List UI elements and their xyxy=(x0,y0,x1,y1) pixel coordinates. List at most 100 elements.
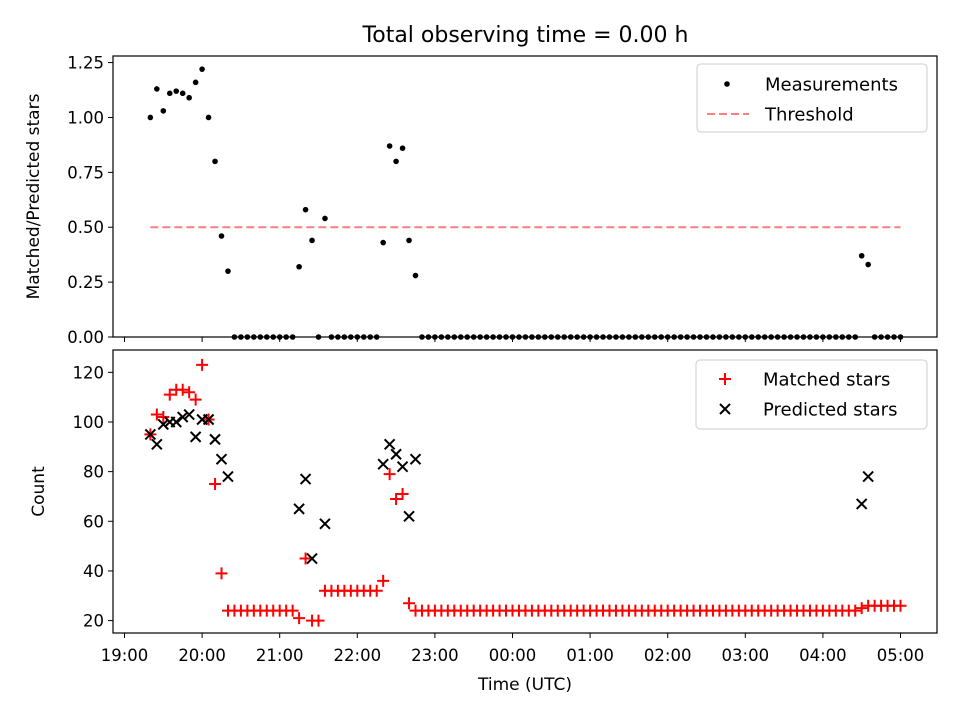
matched-star-point xyxy=(215,567,228,580)
matched-star-point xyxy=(163,388,176,401)
predicted-star-point xyxy=(377,458,389,470)
predicted-star-point xyxy=(409,453,422,465)
measurement-point xyxy=(406,237,412,244)
legend-measurement-marker xyxy=(724,81,730,87)
x-axis-label: Time (UTC) xyxy=(477,675,572,695)
bottom-y-axis-label: Count xyxy=(29,466,49,517)
predicted-star-point xyxy=(183,408,195,421)
measurement-point xyxy=(205,114,212,121)
top-y-tick-label: 0.50 xyxy=(67,218,104,237)
matched-star-point xyxy=(855,602,868,615)
top-y-axis-label: Matched/Predicted stars xyxy=(24,93,44,299)
predicted-star-point xyxy=(862,470,874,483)
measurement-point xyxy=(173,88,180,94)
predicted-star-point xyxy=(390,448,402,460)
predicted-star-point xyxy=(222,470,234,483)
predicted-star-point xyxy=(144,428,157,441)
matched-star-point xyxy=(403,597,416,610)
predicted-star-point xyxy=(202,413,215,426)
measurement-point xyxy=(154,86,160,92)
measurement-point xyxy=(322,215,328,222)
x-tick-label: 02:00 xyxy=(644,646,692,665)
predicted-star-point xyxy=(151,438,163,451)
matched-star-point xyxy=(176,383,189,396)
measurement-point xyxy=(199,66,205,72)
predicted-star-point xyxy=(403,510,415,523)
legend-measurements-label: Measurements xyxy=(765,75,898,96)
measurement-point xyxy=(412,272,419,279)
predicted-star-point xyxy=(306,552,318,565)
x-tick-label: 22:00 xyxy=(334,646,382,665)
predicted-star-point xyxy=(855,498,868,510)
measurement-point xyxy=(399,145,406,152)
top-legend: Measurements Threshold xyxy=(696,63,928,133)
measurement-point xyxy=(186,94,192,101)
legend-matched-label: Matched stars xyxy=(763,370,890,391)
top-y-tick-label: 1.00 xyxy=(67,108,104,127)
predicted-star-point xyxy=(299,473,312,485)
top-panel: 0.00 0.25 0.50 0.75 1.00 1.25 Matched/Predict… xyxy=(24,54,938,347)
measurement-point xyxy=(147,114,154,121)
legend-matched-marker xyxy=(719,373,731,385)
matched-star-point xyxy=(894,599,907,612)
x-tick-label: 19:00 xyxy=(101,646,149,665)
top-y-tick-label: 0.75 xyxy=(67,163,104,182)
predicted-star-point xyxy=(189,431,202,443)
matched-star-point xyxy=(396,487,409,500)
bottom-marks xyxy=(144,358,907,627)
measurement-point xyxy=(225,268,231,274)
predicted-star-point xyxy=(170,416,182,428)
top-x-ticks xyxy=(124,337,901,342)
matched-star-point xyxy=(312,614,325,627)
bottom-panel: 20 40 60 80 100 120 19:00 20:00 21:00 22:00 23:00… xyxy=(29,349,938,695)
matched-star-point xyxy=(383,468,396,481)
matched-star-point xyxy=(209,478,222,491)
predicted-star-point xyxy=(176,411,189,423)
x-tick-label: 00:00 xyxy=(489,646,537,665)
x-tick-label: 20:00 xyxy=(178,646,226,665)
predicted-star-point xyxy=(215,453,228,465)
bottom-y-tick-label: 100 xyxy=(73,413,105,432)
predicted-star-point xyxy=(396,460,409,473)
bottom-y-tick-label: 20 xyxy=(83,612,104,631)
bottom-y-tick-label: 40 xyxy=(83,562,104,581)
measurement-point xyxy=(212,158,218,165)
matched-star-point xyxy=(377,574,390,587)
bottom-legend: Matched stars Predicted stars xyxy=(695,359,928,430)
top-y-tick-label: 1.25 xyxy=(67,54,104,73)
x-tick-label: 01:00 xyxy=(566,646,614,665)
measurement-point xyxy=(296,263,302,270)
legend-predicted-marker xyxy=(719,403,731,415)
matched-star-point xyxy=(370,584,383,597)
x-tick-label: 04:00 xyxy=(799,646,847,665)
legend-threshold-label: Threshold xyxy=(764,105,854,126)
bottom-y-tick-label: 120 xyxy=(73,363,105,382)
measurement-point xyxy=(302,206,309,213)
measurement-point xyxy=(179,90,186,97)
top-y-tick-label: 0.00 xyxy=(67,328,104,347)
predicted-star-point xyxy=(293,503,305,515)
measurement-point xyxy=(865,261,871,268)
x-tick-label: 23:00 xyxy=(411,646,459,665)
measurement-point xyxy=(380,239,386,246)
bottom-y-tick-label: 60 xyxy=(83,512,104,531)
matched-star-point xyxy=(196,358,209,371)
matched-star-point xyxy=(183,386,196,399)
measurement-point xyxy=(386,143,393,149)
measurement-point xyxy=(858,252,865,259)
matched-star-point xyxy=(157,411,170,424)
top-y-tick-label: 0.25 xyxy=(67,273,104,292)
matched-star-point xyxy=(150,408,163,421)
bottom-x-ticks: 19:00 20:00 21:00 22:00 23:00 00:00 01:00 02:00… xyxy=(101,633,924,665)
matched-star-point xyxy=(189,393,202,406)
measurement-point xyxy=(309,237,315,244)
measurement-point xyxy=(166,90,173,97)
matched-star-point xyxy=(293,612,306,625)
top-marks xyxy=(147,66,904,340)
x-tick-label: 21:00 xyxy=(256,646,304,665)
bottom-y-tick-label: 80 xyxy=(83,463,104,482)
predicted-star-point xyxy=(319,518,331,530)
predicted-star-point xyxy=(157,418,170,431)
predicted-star-point xyxy=(209,433,221,446)
